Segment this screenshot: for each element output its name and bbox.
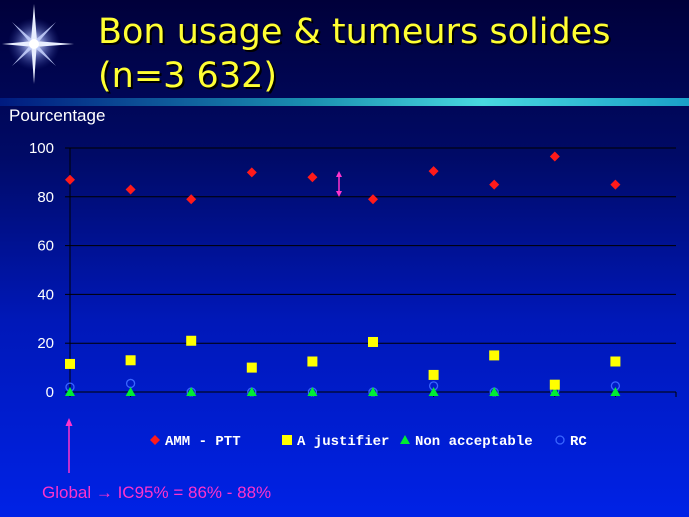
- legend-marker-rc: [555, 435, 565, 445]
- legend-marker-a-justifier: [282, 435, 292, 445]
- point-a-justifier: [428, 369, 439, 380]
- global-arrow-head: [65, 418, 73, 426]
- point-a-justifier: [368, 336, 378, 347]
- legend-label-amm-ptt: AMM - PTT: [165, 434, 241, 450]
- point-a-justifier: [125, 355, 136, 366]
- point-amm-ptt: [186, 194, 197, 205]
- point-non-acceptable: [125, 387, 136, 396]
- legend-label-a-justifier: A justifier: [297, 434, 389, 450]
- point-amm-ptt: [368, 194, 378, 205]
- point-amm-ptt: [489, 179, 500, 190]
- point-a-justifier: [610, 356, 621, 367]
- point-a-justifier: [307, 356, 318, 367]
- global-ci-note: Global → IC95% = 86% - 88%: [42, 483, 272, 502]
- point-non-acceptable: [428, 387, 439, 396]
- point-a-justifier: [186, 335, 197, 346]
- point-non-acceptable: [186, 387, 197, 396]
- point-a-justifier: [489, 350, 500, 361]
- point-rc: [125, 378, 136, 389]
- legend-marker-amm-ptt: [150, 435, 160, 445]
- y-tick-label: 20: [37, 335, 54, 352]
- y-tick-label: 40: [37, 286, 54, 303]
- point-non-acceptable: [549, 387, 560, 396]
- legend-label-rc: RC: [570, 434, 587, 450]
- point-non-acceptable: [307, 387, 318, 396]
- y-tick-label: 0: [46, 384, 54, 401]
- sparkle-logo: [2, 4, 74, 84]
- y-axis-label: Pourcentage: [9, 106, 106, 125]
- range-arrow-head-top: [336, 171, 342, 177]
- point-non-acceptable: [65, 387, 75, 396]
- point-non-acceptable: [489, 387, 500, 396]
- point-a-justifier: [65, 358, 75, 369]
- point-amm-ptt: [246, 167, 257, 178]
- y-tick-label: 60: [37, 238, 54, 255]
- point-a-justifier: [549, 379, 560, 390]
- point-amm-ptt: [65, 174, 75, 185]
- title-underline-bar: [0, 98, 689, 106]
- gridlines: [70, 147, 676, 344]
- point-amm-ptt: [610, 179, 621, 190]
- point-amm-ptt: [125, 184, 136, 195]
- legend: AMM - PTT A justifier Non acceptable RC: [150, 434, 587, 450]
- y-tick-label: 80: [37, 189, 54, 206]
- point-a-justifier: [246, 362, 257, 373]
- point-amm-ptt: [307, 172, 318, 183]
- point-non-acceptable: [246, 387, 257, 396]
- y-tick-label: 100: [29, 140, 54, 157]
- annotations: [65, 171, 342, 473]
- range-arrow-head-bottom: [336, 191, 342, 197]
- point-non-acceptable: [610, 387, 621, 396]
- data-marks: [65, 151, 621, 397]
- legend-marker-non-acceptable: [400, 435, 410, 444]
- slide-title: Bon usage & tumeurs solides (n=3 632): [98, 12, 611, 96]
- point-amm-ptt: [428, 166, 439, 177]
- point-non-acceptable: [368, 387, 378, 396]
- y-tick-labels: 0 20 40 60 80 100: [29, 140, 54, 401]
- point-amm-ptt: [549, 151, 560, 162]
- legend-label-non-acceptable: Non acceptable: [415, 434, 533, 450]
- axes: [65, 147, 677, 397]
